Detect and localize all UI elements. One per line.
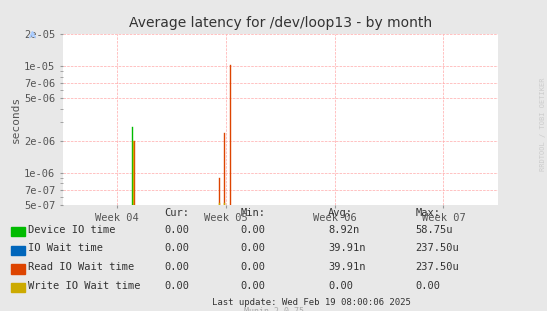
Text: 58.75u: 58.75u [416, 225, 453, 234]
Text: Max:: Max: [416, 208, 441, 218]
Text: 0.00: 0.00 [164, 225, 189, 234]
Text: RRDTOOL / TOBI OETIKER: RRDTOOL / TOBI OETIKER [540, 78, 546, 171]
Text: 39.91n: 39.91n [328, 262, 366, 272]
Text: Write IO Wait time: Write IO Wait time [28, 281, 141, 290]
Text: 0.00: 0.00 [416, 281, 441, 290]
Text: 0.00: 0.00 [164, 243, 189, 253]
Text: Device IO time: Device IO time [28, 225, 116, 234]
Text: Read IO Wait time: Read IO Wait time [28, 262, 135, 272]
Text: 0.00: 0.00 [328, 281, 353, 290]
Text: 237.50u: 237.50u [416, 243, 459, 253]
Text: IO Wait time: IO Wait time [28, 243, 103, 253]
Text: 0.00: 0.00 [241, 262, 266, 272]
Text: Last update: Wed Feb 19 08:00:06 2025: Last update: Wed Feb 19 08:00:06 2025 [212, 298, 411, 307]
Text: 0.00: 0.00 [164, 262, 189, 272]
Text: 237.50u: 237.50u [416, 262, 459, 272]
Text: 0.00: 0.00 [241, 243, 266, 253]
Title: Average latency for /dev/loop13 - by month: Average latency for /dev/loop13 - by mon… [129, 16, 432, 30]
Text: Avg:: Avg: [328, 208, 353, 218]
Text: Min:: Min: [241, 208, 266, 218]
Text: 39.91n: 39.91n [328, 243, 366, 253]
Y-axis label: seconds: seconds [11, 96, 21, 143]
Text: 0.00: 0.00 [164, 281, 189, 290]
Text: Cur:: Cur: [164, 208, 189, 218]
Text: 0.00: 0.00 [241, 225, 266, 234]
Text: 8.92n: 8.92n [328, 225, 359, 234]
Text: 0.00: 0.00 [241, 281, 266, 290]
Text: Munin 2.0.75: Munin 2.0.75 [243, 307, 304, 311]
